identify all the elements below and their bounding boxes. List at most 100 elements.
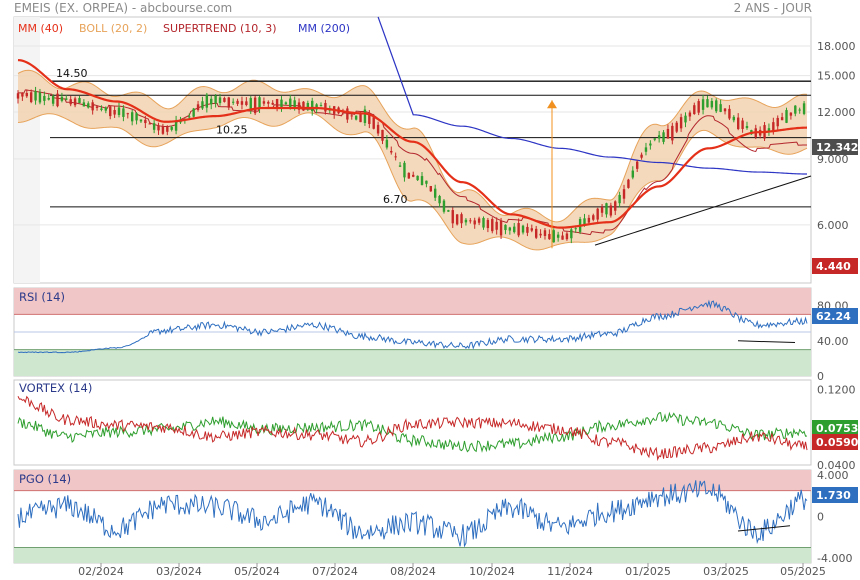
candle-body [666, 128, 670, 139]
candle-body [188, 116, 191, 118]
candle-body [135, 113, 138, 121]
price-ytick-label: 15.000 [817, 70, 856, 83]
candle-body [635, 161, 639, 169]
candle-body [372, 117, 375, 129]
candle-body [732, 116, 736, 121]
candle-body [117, 107, 121, 115]
candle-body [385, 139, 389, 148]
candle-body [455, 214, 459, 225]
price-ytick-label: 18.000 [817, 40, 856, 53]
rsi-ytick-label: 0 [817, 370, 824, 383]
candle-body [412, 174, 415, 177]
x-tick-label: 07/2024 [312, 565, 358, 578]
candle-body [29, 92, 33, 103]
pgo-value-badge: 1.730 [816, 489, 851, 502]
price-ytick-label: 6.000 [817, 219, 849, 232]
candle-body [767, 128, 771, 133]
candle-body [205, 94, 209, 108]
candle-body [772, 122, 775, 131]
candle-body [653, 138, 656, 140]
pgo-ytick-label: -4.000 [817, 552, 852, 565]
candle-body [587, 217, 591, 223]
candle-body [438, 196, 441, 204]
candle-body [249, 98, 252, 110]
legend-item: BOLL (20, 2) [79, 22, 147, 35]
legend-item: MM (40) [18, 22, 63, 35]
candle-body [223, 98, 226, 102]
vortex-plus-line [17, 411, 808, 453]
candle-body [122, 108, 125, 117]
price-ytick-label: 9.000 [817, 153, 849, 166]
vortex-title: VORTEX (14) [19, 381, 92, 395]
rsi-ytick-label: 40.00 [817, 335, 849, 348]
candle-body [297, 102, 301, 110]
candle-body [144, 119, 147, 124]
candle-body [618, 195, 621, 204]
x-tick-label: 05/2024 [234, 565, 280, 578]
candle-body [609, 205, 613, 216]
candle-body [776, 117, 779, 127]
chart-title: EMEIS (EX. ORPEA) - abcbourse.com [14, 1, 233, 15]
candle-body [741, 120, 744, 129]
candle-body [706, 99, 709, 108]
candle-body [675, 122, 678, 132]
candle-body [697, 101, 700, 113]
candle-body [631, 170, 635, 178]
candle-body [627, 179, 630, 188]
candle-body [789, 112, 793, 116]
candle-body [644, 147, 648, 152]
x-tick-label: 02/2024 [78, 565, 124, 578]
candle-body [284, 102, 288, 105]
candle-body [543, 230, 547, 236]
candle-body [236, 100, 239, 104]
vortex-plus-badge-bg [812, 420, 858, 436]
mm40-line [17, 59, 808, 229]
candle-body [245, 101, 248, 106]
candle-body [275, 98, 279, 109]
candle-body [416, 175, 419, 181]
candle-body [289, 98, 292, 109]
candle-body [390, 150, 393, 153]
candle-body [47, 98, 50, 100]
candle-body [104, 107, 108, 111]
legend-item: MM (200) [298, 22, 350, 35]
candle-body [556, 234, 560, 238]
candle-body [192, 108, 195, 117]
candle-body [152, 123, 156, 130]
rsi-value-badge-bg [812, 308, 858, 324]
candle-body [710, 100, 714, 108]
candle-body [534, 228, 538, 238]
candle-body [214, 95, 217, 104]
vortex-minus-badge-bg [812, 434, 858, 450]
candle-body [253, 97, 257, 114]
candle-body [218, 97, 222, 104]
candle-body [657, 135, 661, 139]
price-ipo-shade [14, 17, 40, 283]
candle-body [161, 126, 165, 134]
panel-frame-vortex [13, 379, 812, 466]
candle-body [311, 100, 314, 112]
bollinger-lower-line [17, 112, 808, 251]
candle-body [324, 102, 327, 112]
candle-body [715, 100, 718, 112]
candle-body [671, 125, 674, 141]
candle-body [495, 221, 498, 230]
x-tick-label: 10/2024 [469, 565, 515, 578]
candle-body [394, 156, 397, 158]
pgo-lower-zone [14, 547, 811, 563]
candle-body [227, 97, 230, 108]
candle-body [157, 125, 160, 131]
candle-body [460, 214, 463, 224]
candle-body [267, 101, 270, 104]
candle-body [43, 95, 46, 101]
pgo-divergence-line [737, 525, 791, 532]
candle-body [148, 123, 151, 125]
candle-body [794, 105, 797, 114]
pgo-upper-zone [14, 470, 811, 491]
candle-body [802, 103, 806, 114]
legend-item: SUPERTREND (10, 3) [163, 22, 277, 35]
candle-body [513, 226, 516, 233]
rsi-title: RSI (14) [19, 290, 65, 304]
candle-body [447, 210, 450, 212]
candle-body [91, 102, 94, 111]
